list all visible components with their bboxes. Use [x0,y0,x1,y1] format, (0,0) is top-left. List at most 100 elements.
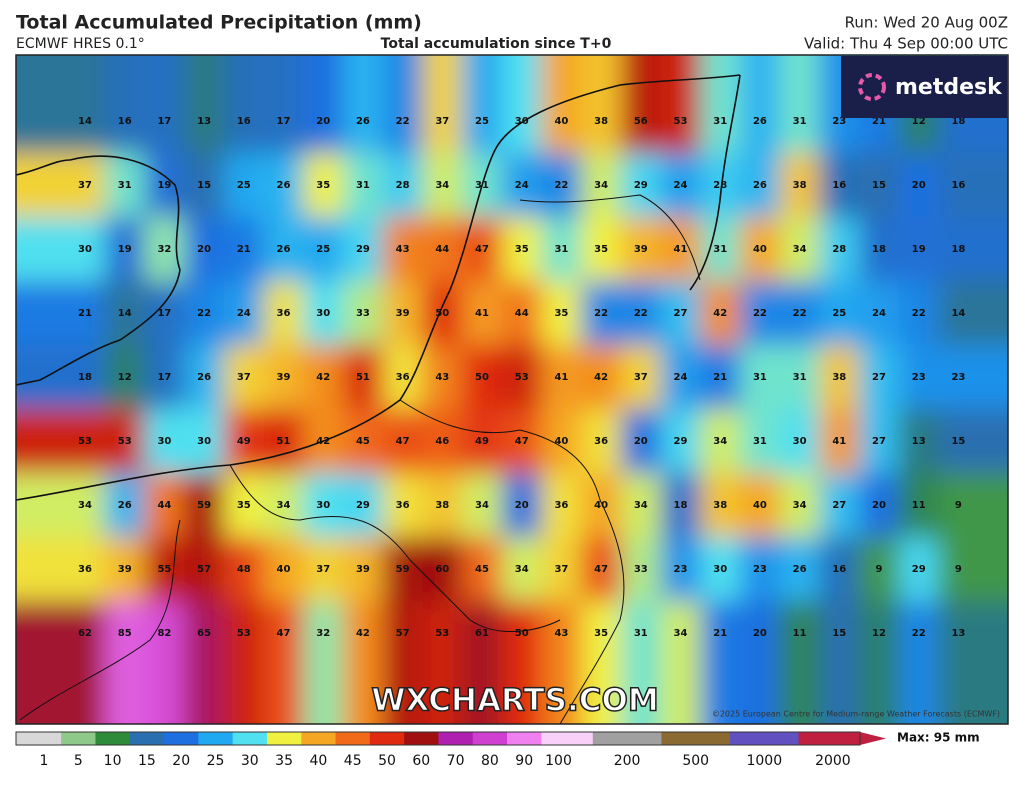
precip-cell [779,409,821,474]
precip-value: 9 [955,564,962,575]
precip-value: 23 [753,564,767,575]
precip-cell [223,55,265,154]
precip-value: 34 [277,500,291,511]
precip-value: 56 [634,116,648,127]
precip-value: 25 [237,180,251,191]
precip-cell [819,473,861,538]
precip-value: 22 [912,308,926,319]
precip-cell [660,217,702,282]
precip-cell [779,153,821,218]
precip-value: 22 [912,628,926,639]
precip-cell [938,345,1008,410]
precip-cell [422,473,464,538]
precip-cell [263,281,305,346]
precip-cell [144,55,186,154]
precip-cell [382,537,424,602]
precip-value: 20 [515,500,529,511]
colorbar-frame [15,731,861,746]
precip-cell [462,409,503,474]
precip-value: 42 [713,308,727,319]
precip-value: 25 [316,244,330,255]
precip-value: 15 [832,628,846,639]
colorbar-label: 25 [207,753,225,769]
precip-value: 30 [713,564,727,575]
precip-cell [223,153,265,218]
precip-cell [462,281,503,346]
precip-cell [541,153,583,218]
precip-cell [620,217,662,282]
precip-value: 40 [277,564,291,575]
precip-value: 21 [713,628,727,639]
precip-cell [263,55,305,154]
precip-cell [581,409,622,474]
precip-cell [223,281,265,346]
precip-cell [779,601,821,724]
precip-cell [303,473,345,538]
precip-value: 32 [157,244,171,255]
precip-cell [462,55,503,154]
precip-value: 31 [475,180,489,191]
colorbar-swatch [438,732,474,745]
precip-cell [303,345,345,410]
precip-value: 22 [793,308,807,319]
precip-cell [700,217,742,282]
precip-cell [541,55,583,154]
precip-cell [740,281,781,346]
colorbar-label: 10 [104,753,122,769]
precip-value: 44 [515,308,529,319]
precip-value: 23 [832,116,846,127]
colorbar-label: 50 [378,753,396,769]
precip-cell [16,601,106,724]
precip-value: 36 [277,308,291,319]
precip-cell [898,473,940,538]
colorbar-label: 500 [682,753,709,769]
precip-cell [581,55,622,154]
precip-cell [501,345,543,410]
precip-value: 22 [197,308,211,319]
precip-value: 18 [951,244,965,255]
precip-value: 19 [157,180,171,191]
precip-value: 23 [951,372,965,383]
colorbar-swatch [232,732,268,745]
precip-cell [819,345,861,410]
colorbar-label: 60 [412,753,430,769]
precip-cell [303,153,345,218]
precip-value: 34 [435,180,449,191]
colorbar-swatch [661,732,731,745]
precip-value: 38 [832,372,846,383]
precip-value: 50 [475,372,489,383]
precip-value: 26 [793,564,807,575]
precip-cell [779,281,821,346]
precip-value: 13 [951,628,965,639]
precip-value: 15 [951,436,965,447]
precip-value: 27 [872,372,886,383]
precip-value: 39 [118,564,132,575]
precip-cell [382,153,424,218]
precip-value: 16 [951,180,965,191]
precip-value: 45 [475,564,489,575]
precip-value: 30 [515,116,529,127]
precip-cell [303,55,345,154]
precip-value: 26 [197,372,211,383]
precip-value: 34 [793,244,807,255]
coastlines [16,74,741,724]
precip-value: 12 [118,372,132,383]
precip-value: 24 [872,308,886,319]
precip-value: 29 [674,436,688,447]
precip-cell [859,153,900,218]
precip-cell [462,217,503,282]
precip-value: 38 [713,500,727,511]
precip-value: 43 [554,628,568,639]
precip-cell [343,55,384,154]
precip-cell [343,153,384,218]
precip-value: 53 [237,628,251,639]
precip-cell [16,537,106,602]
precip-value: 42 [356,628,370,639]
precip-cell [700,537,742,602]
colorbar-swatch [198,732,234,745]
precip-value: 41 [674,244,688,255]
precip-cell [16,153,106,218]
precip-cell [263,601,305,724]
precip-value: 43 [435,372,449,383]
precip-value: 35 [237,500,251,511]
